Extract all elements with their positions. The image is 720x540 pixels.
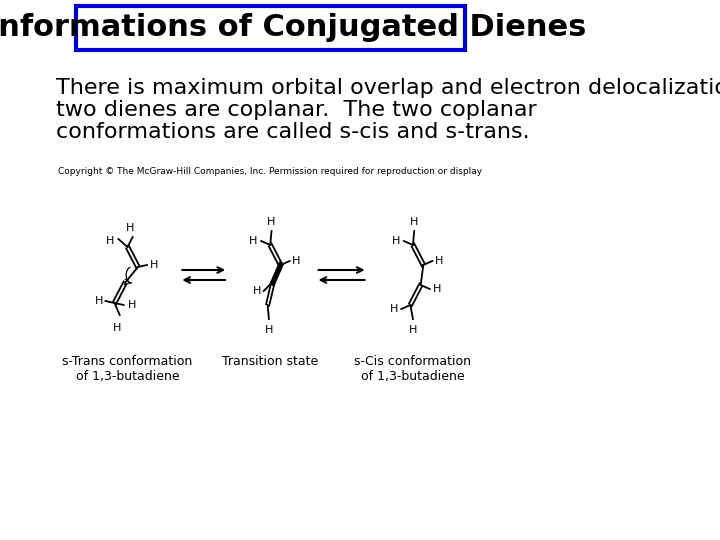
Text: H: H xyxy=(390,304,399,314)
Text: H: H xyxy=(253,286,261,296)
Text: H: H xyxy=(433,284,441,294)
Text: H: H xyxy=(150,260,158,270)
Text: H: H xyxy=(126,223,135,233)
FancyBboxPatch shape xyxy=(76,6,465,50)
Text: Conformations of Conjugated Dienes: Conformations of Conjugated Dienes xyxy=(0,14,586,43)
Text: H: H xyxy=(409,325,417,335)
Text: two dienes are coplanar.  The two coplanar: two dienes are coplanar. The two coplana… xyxy=(56,100,537,120)
Text: H: H xyxy=(94,296,103,306)
Text: H: H xyxy=(410,217,418,227)
Text: conformations are called s-cis and s-trans.: conformations are called s-cis and s-tra… xyxy=(56,122,530,142)
Text: There is maximum orbital overlap and electron delocalization if the: There is maximum orbital overlap and ele… xyxy=(56,78,720,98)
Text: H: H xyxy=(292,256,301,266)
Text: H: H xyxy=(113,323,121,333)
Text: H: H xyxy=(265,325,273,335)
Text: Copyright © The McGraw-Hill Companies, Inc. Permission required for reproduction: Copyright © The McGraw-Hill Companies, I… xyxy=(58,167,482,177)
Text: s-Trans conformation
of 1,3-butadiene: s-Trans conformation of 1,3-butadiene xyxy=(63,355,193,383)
Text: H: H xyxy=(392,236,400,246)
Text: H: H xyxy=(106,236,114,246)
Text: s-Cis conformation
of 1,3-butadiene: s-Cis conformation of 1,3-butadiene xyxy=(354,355,472,383)
Text: H: H xyxy=(267,217,276,227)
Text: H: H xyxy=(249,236,257,246)
Text: H: H xyxy=(127,300,136,310)
Text: Transition state: Transition state xyxy=(222,355,318,368)
Text: H: H xyxy=(435,256,444,266)
